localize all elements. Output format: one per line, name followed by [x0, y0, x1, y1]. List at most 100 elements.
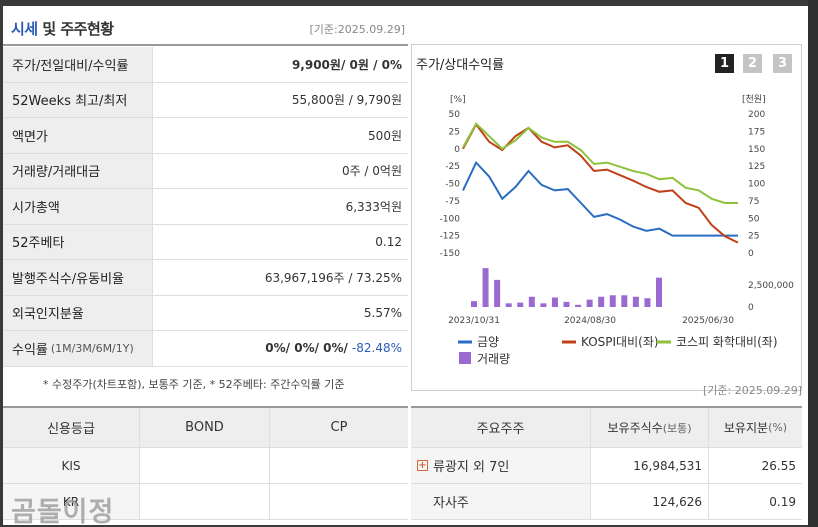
price-relative-return-chart: [%] [천원] 50 25 0 -25 -50 -75 -100 -125 -150 200 175 1… — [440, 94, 795, 366]
right-tick-label: 25 — [748, 232, 759, 242]
series-line — [462, 122, 738, 204]
right-tick-label: 100 — [748, 180, 765, 190]
right-tick-label: 125 — [748, 162, 765, 172]
shareholder-table-header: 주요주주 보유주식수 (보통) 보유지분 (%) — [411, 408, 802, 448]
volume-bar — [656, 277, 662, 307]
col-header-ratio: 보유지분 (%) — [723, 421, 788, 435]
chart-title: 주가/상대수익률 — [416, 58, 505, 73]
x-tick-label: 2025/06/30 — [682, 316, 734, 326]
volume-bar — [551, 297, 558, 307]
table-row: 외국인지분율 5.57% — [3, 295, 408, 331]
left-tick-label: 25 — [449, 127, 460, 137]
watermark: 곰돌이정 — [11, 497, 115, 525]
chart-page-3-button[interactable]: 3 — [773, 54, 792, 73]
series-line — [462, 122, 739, 244]
volume-bar — [528, 296, 535, 307]
left-tick-label: -25 — [445, 162, 460, 172]
row-value: 6,333억원 — [345, 199, 402, 214]
volume-bar — [575, 304, 582, 307]
holder-ratio: 26.55 — [761, 458, 796, 473]
right-tick-label: 150 — [748, 145, 765, 155]
col-header-bond: BOND — [140, 408, 270, 447]
row-label: 시가총액 — [3, 189, 153, 224]
credit-table-header: 신용등급 BOND CP — [3, 408, 408, 448]
volume-bar — [586, 299, 593, 307]
credit-agency: KIS — [3, 448, 140, 483]
left-tick-label: -75 — [445, 197, 460, 207]
row-value: 9,900원 / 0원 / 0% — [291, 57, 402, 72]
holder-name-cell: 자사주 — [411, 484, 591, 519]
volume-bar — [632, 296, 639, 307]
bond-rating — [140, 448, 270, 483]
volume-bar — [494, 279, 501, 307]
base-date: [기준:2025.09.29] — [309, 23, 405, 36]
row-value: 55,800원 / 9,790원 — [291, 93, 402, 108]
chart-page-2-button[interactable]: 2 — [743, 54, 762, 73]
section-header: 시세 및 주주현황 [기준:2025.09.29] — [3, 6, 408, 46]
table-row: 발행주식수/유동비율 63,967,196주 / 73.25% — [3, 260, 408, 296]
left-tick-label: -125 — [440, 232, 460, 242]
table-row: 수익률 (1M/3M/6M/1Y) 0%/ 0%/ 0%/-82.48% — [3, 331, 408, 367]
left-tick-label: -150 — [440, 249, 461, 259]
chart-page-1-button[interactable]: 1 — [715, 54, 734, 73]
footnote: * 수정주가(차트포함), 보통주 기준, * 52주베타: 주간수익률 기준 — [43, 378, 345, 391]
legend-swatch — [459, 352, 471, 364]
row-value: 0주 / 0억원 — [341, 164, 402, 179]
row-label: 거래량/거래대금 — [3, 153, 153, 188]
volume-bar — [598, 296, 605, 307]
volume-bar — [540, 303, 547, 307]
table-row: 주가/전일대비/수익률 9,900원 / 0원 / 0% — [3, 47, 408, 83]
right-tick-label: 175 — [748, 127, 765, 137]
row-label: 주가/전일대비/수익률 — [3, 47, 153, 82]
table-row: KIS — [3, 448, 408, 484]
credit-agency: KR — [3, 484, 140, 519]
section-title: 시세 및 주주현황 — [11, 20, 114, 38]
row-label: 외국인지분율 — [3, 295, 153, 330]
shareholder-base-date: [기준: 2025.09.29] — [702, 384, 802, 397]
table-row: 거래량/거래대금 0주 / 0억원 — [3, 153, 408, 189]
table-row: KR — [3, 484, 408, 520]
row-label: 발행주식수/유동비율 — [3, 260, 153, 295]
credit-rating-table: 신용등급 BOND CP KIS KR — [3, 406, 408, 520]
table-row: 52주베타 0.12 — [3, 224, 408, 260]
table-row: + 류광지 외 7인 16,984,531 26.55 — [411, 448, 802, 484]
volume-bar — [609, 295, 616, 307]
col-header-holder: 주요주주 — [411, 408, 591, 447]
price-chart-panel: 주가/상대수익률 1 2 3 [%] [천원] 50 25 0 -25 -50 -75 -100… — [411, 44, 802, 391]
left-tick-label: -50 — [445, 180, 460, 190]
left-tick-label: 50 — [449, 110, 461, 120]
col-header-cp: CP — [330, 420, 348, 435]
row-label: 52Weeks 최고/최저 — [3, 82, 153, 117]
row-value: 0.12 — [375, 234, 402, 249]
volume-bar — [482, 268, 489, 307]
left-tick-label: -100 — [440, 214, 461, 224]
row-value: 63,967,196주 / 73.25% — [264, 270, 402, 285]
legend-label: 거래량 — [477, 352, 510, 366]
right-tick-label: 200 — [748, 110, 765, 120]
volume-zero-label: 0 — [748, 303, 754, 313]
holder-ratio: 0.19 — [769, 494, 796, 509]
table-row: 시가총액 6,333억원 — [3, 189, 408, 225]
holder-shares: 16,984,531 — [591, 448, 709, 483]
right-tick-label: 50 — [748, 214, 760, 224]
market-summary-table: 주가/전일대비/수익률 9,900원 / 0원 / 0% 52Weeks 최고/최저… — [3, 47, 408, 367]
row-value: 5.57% — [363, 305, 402, 320]
col-header-shares: 보유주식수 (보통) — [591, 408, 709, 447]
right-frame-edge — [808, 0, 818, 527]
legend-label: 금양 — [477, 335, 499, 349]
row-value: 0%/ 0%/ 0%/-82.48% — [265, 341, 402, 356]
volume-bar — [517, 302, 524, 307]
right-tick-label: 75 — [748, 197, 759, 207]
volume-tick-label: 2,500,000 — [748, 281, 794, 291]
volume-bar — [505, 303, 512, 307]
holder-shares: 124,626 — [591, 484, 709, 519]
shareholder-table: 주요주주 보유주식수 (보통) 보유지분 (%) + 류광지 외 7인 16,984,… — [411, 406, 802, 520]
holder-name-cell[interactable]: + 류광지 외 7인 — [411, 448, 591, 483]
row-label: 수익률 (1M/3M/6M/1Y) — [3, 331, 153, 366]
right-tick-label: 0 — [748, 249, 754, 259]
expand-plus-icon[interactable]: + — [417, 460, 428, 471]
col-header-rating: 신용등급 — [3, 408, 140, 447]
volume-bar — [471, 301, 477, 307]
stock-summary-panel: 시세 및 주주현황 [기준:2025.09.29] 주가/전일대비/수익률 9,9… — [3, 6, 808, 525]
